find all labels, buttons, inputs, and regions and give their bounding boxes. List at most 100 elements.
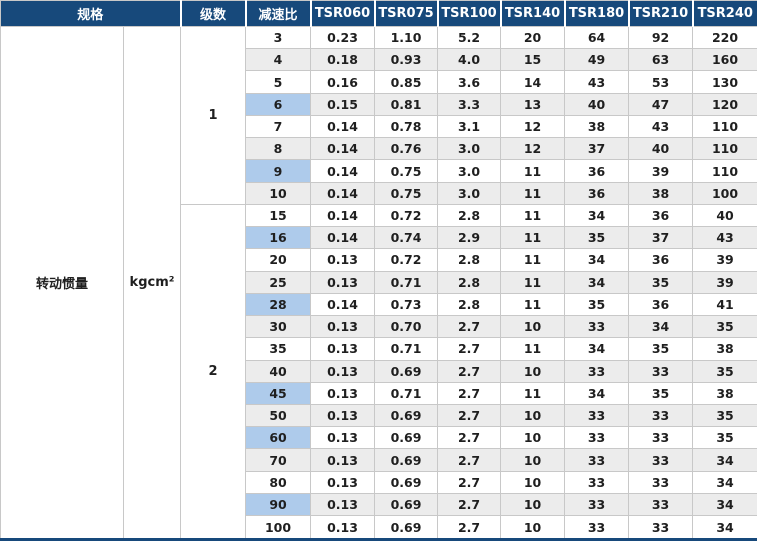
value-cell-tsr180: 33 [564, 315, 630, 339]
value-cell-tsr210: 33 [628, 403, 694, 428]
value-cell-tsr240: 34 [692, 492, 757, 517]
value-cell-tsr140: 11 [500, 381, 566, 405]
value-cell-tsr100: 2.7 [437, 403, 502, 428]
ratio-cell: 16 [245, 226, 312, 250]
value-cell-tsr180: 33 [564, 515, 630, 540]
ratio-cell: 6 [245, 92, 312, 116]
value-cell-tsr180: 38 [564, 114, 630, 139]
table-row: 8 0.14 0.76 3.0 12 37 40 110 [1, 137, 757, 161]
spec-name-cell: 转动惯量 [0, 26, 124, 540]
value-cell-tsr210: 40 [628, 137, 694, 161]
value-cell-tsr100: 5.2 [437, 25, 502, 50]
value-cell-tsr140: 12 [500, 114, 566, 139]
value-cell-tsr180: 35 [564, 292, 630, 317]
value-cell-tsr210: 33 [628, 359, 694, 383]
table-row: 30 0.13 0.70 2.7 10 33 34 35 [1, 315, 757, 339]
value-cell-tsr100: 4.0 [437, 48, 502, 72]
ratio-cell: 35 [245, 337, 312, 361]
value-cell-tsr240: 34 [692, 448, 757, 472]
value-cell-tsr180: 34 [564, 203, 630, 228]
value-cell-tsr180: 34 [564, 248, 630, 272]
value-cell-tsr100: 2.7 [437, 381, 502, 405]
value-cell-tsr210: 43 [628, 114, 694, 139]
value-cell-tsr100: 2.8 [437, 270, 502, 294]
value-cell-tsr180: 64 [564, 25, 630, 50]
value-cell-tsr060: 0.14 [310, 203, 376, 228]
value-cell-tsr210: 37 [628, 226, 694, 250]
value-cell-tsr180: 33 [564, 403, 630, 428]
header-model-tsr075: TSR075 [374, 0, 439, 27]
header-spec: 规格 [0, 0, 182, 27]
value-cell-tsr060: 0.15 [310, 92, 376, 116]
value-cell-tsr180: 43 [564, 70, 630, 94]
value-cell-tsr180: 34 [564, 337, 630, 361]
value-cell-tsr210: 38 [628, 181, 694, 205]
value-cell-tsr140: 10 [500, 448, 566, 472]
value-cell-tsr210: 36 [628, 248, 694, 272]
value-cell-tsr100: 3.0 [437, 181, 502, 205]
value-cell-tsr075: 0.85 [374, 70, 439, 94]
value-cell-tsr140: 11 [500, 270, 566, 294]
ratio-cell: 60 [245, 426, 312, 450]
table-row: 80 0.13 0.69 2.7 10 33 33 34 [1, 470, 757, 494]
value-cell-tsr060: 0.23 [310, 25, 376, 50]
value-cell-tsr100: 3.6 [437, 70, 502, 94]
value-cell-tsr240: 40 [692, 203, 757, 228]
value-cell-tsr180: 33 [564, 448, 630, 472]
value-cell-tsr100: 2.7 [437, 315, 502, 339]
value-cell-tsr060: 0.13 [310, 492, 376, 517]
value-cell-tsr240: 100 [692, 181, 757, 205]
value-cell-tsr060: 0.14 [310, 114, 376, 139]
table-row: 20 0.13 0.72 2.8 11 34 36 39 [1, 248, 757, 272]
value-cell-tsr100: 2.9 [437, 226, 502, 250]
value-cell-tsr210: 35 [628, 270, 694, 294]
value-cell-tsr210: 33 [628, 515, 694, 540]
value-cell-tsr075: 0.69 [374, 426, 439, 450]
stage-cell: 1 [180, 26, 247, 205]
value-cell-tsr240: 43 [692, 226, 757, 250]
table-row: 100 0.13 0.69 2.7 10 33 33 34 [1, 515, 757, 540]
ratio-cell: 28 [245, 292, 312, 317]
value-cell-tsr210: 35 [628, 337, 694, 361]
value-cell-tsr075: 0.93 [374, 48, 439, 72]
value-cell-tsr210: 35 [628, 381, 694, 405]
value-cell-tsr140: 20 [500, 25, 566, 50]
header-stage: 级数 [180, 0, 247, 27]
value-cell-tsr060: 0.13 [310, 270, 376, 294]
value-cell-tsr140: 11 [500, 203, 566, 228]
ratio-cell: 45 [245, 381, 312, 405]
ratio-cell: 50 [245, 403, 312, 428]
value-cell-tsr060: 0.13 [310, 515, 376, 540]
table-row: 28 0.14 0.73 2.8 11 35 36 41 [1, 292, 757, 317]
value-cell-tsr100: 2.8 [437, 292, 502, 317]
value-cell-tsr060: 0.16 [310, 70, 376, 94]
stage-cell: 2 [180, 203, 247, 541]
value-cell-tsr140: 11 [500, 248, 566, 272]
value-cell-tsr140: 11 [500, 181, 566, 205]
header-model-tsr180: TSR180 [564, 0, 630, 27]
value-cell-tsr075: 0.69 [374, 515, 439, 540]
value-cell-tsr060: 0.13 [310, 337, 376, 361]
value-cell-tsr060: 0.14 [310, 159, 376, 183]
value-cell-tsr180: 33 [564, 359, 630, 383]
value-cell-tsr100: 2.7 [437, 337, 502, 361]
ratio-cell: 4 [245, 48, 312, 72]
header-model-tsr240: TSR240 [692, 0, 757, 27]
value-cell-tsr140: 11 [500, 226, 566, 250]
value-cell-tsr100: 3.0 [437, 159, 502, 183]
value-cell-tsr210: 39 [628, 159, 694, 183]
value-cell-tsr060: 0.13 [310, 315, 376, 339]
value-cell-tsr060: 0.13 [310, 359, 376, 383]
value-cell-tsr100: 2.7 [437, 470, 502, 494]
value-cell-tsr075: 0.71 [374, 337, 439, 361]
value-cell-tsr100: 2.8 [437, 248, 502, 272]
ratio-cell: 90 [245, 492, 312, 517]
value-cell-tsr140: 10 [500, 515, 566, 540]
table-row: 70 0.13 0.69 2.7 10 33 33 34 [1, 448, 757, 472]
value-cell-tsr240: 110 [692, 114, 757, 139]
value-cell-tsr075: 0.73 [374, 292, 439, 317]
value-cell-tsr240: 34 [692, 515, 757, 540]
value-cell-tsr075: 0.69 [374, 403, 439, 428]
value-cell-tsr210: 36 [628, 203, 694, 228]
value-cell-tsr180: 33 [564, 470, 630, 494]
